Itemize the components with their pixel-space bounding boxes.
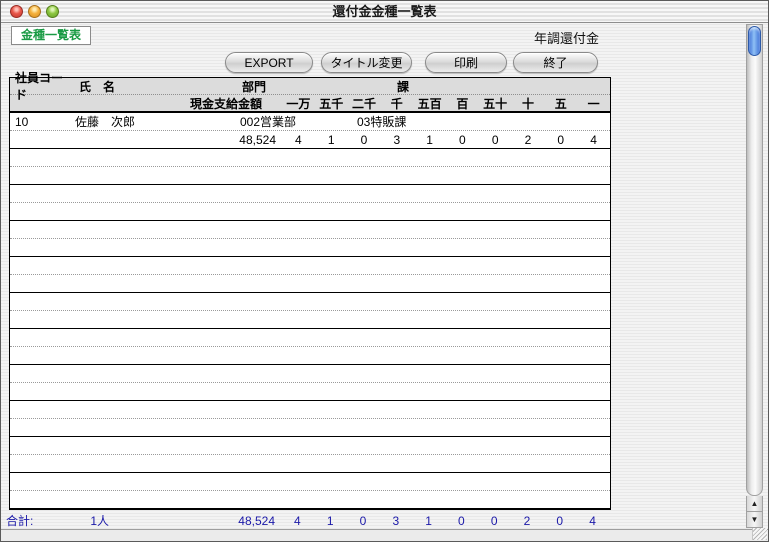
- window-title: 還付金金種一覧表: [332, 4, 437, 19]
- up-arrow-icon: ▲: [750, 499, 759, 508]
- resize-grip[interactable]: [752, 528, 767, 540]
- col-header-denom-10: 十: [521, 96, 534, 111]
- export-button[interactable]: EXPORT: [225, 52, 313, 73]
- col-header-section: 課: [397, 79, 410, 94]
- totals-denom-10: 2: [523, 513, 531, 528]
- vertical-scrollbar[interactable]: ▲ ▼: [746, 24, 763, 529]
- cell-cash-amount: 48,524: [239, 132, 276, 147]
- cell-denom-10000: 4: [295, 132, 302, 147]
- scroll-up-button[interactable]: ▲: [746, 496, 763, 512]
- totals-denom-5000: 1: [326, 513, 334, 528]
- col-header-denom-5000: 五千: [319, 96, 344, 111]
- cell-department: 002営業部: [240, 115, 297, 129]
- table-row-empty: [10, 401, 610, 437]
- totals-denom-5: 0: [556, 513, 564, 528]
- col-header-denom-2000: 二千: [351, 96, 376, 111]
- minimize-icon[interactable]: [28, 5, 41, 18]
- cell-denom-500: 1: [426, 132, 433, 147]
- report-subtitle: 年調還付金: [534, 31, 600, 46]
- table-row-empty: [10, 293, 610, 329]
- totals-denom-1000: 3: [392, 513, 400, 528]
- cell-section: 03特販課: [357, 115, 407, 129]
- table-empty-rows: [10, 149, 610, 509]
- cell-employee-code: 10: [15, 114, 29, 129]
- table-row[interactable]: 10 佐藤 次郎 002営業部 03特販課 48,524 4 1 0 3 1 0…: [10, 113, 610, 149]
- cell-denom-100: 0: [459, 132, 466, 147]
- col-header-name: 氏 名: [79, 79, 116, 94]
- cell-denom-1: 4: [590, 132, 597, 147]
- table-row-empty: [10, 365, 610, 401]
- col-header-denom-10000: 一万: [286, 96, 311, 111]
- totals-denom-10000: 4: [294, 513, 301, 528]
- zoom-icon[interactable]: [46, 5, 59, 18]
- table-row-empty: [10, 437, 610, 473]
- scrollbar-track[interactable]: [746, 24, 763, 496]
- totals-label: 合計:: [6, 514, 34, 528]
- window-controls: [10, 5, 59, 18]
- table-row-empty: [10, 149, 610, 185]
- scroll-down-button[interactable]: ▼: [746, 512, 763, 528]
- titlebar[interactable]: 還付金金種一覧表: [1, 1, 768, 23]
- table-row-empty: [10, 221, 610, 257]
- cell-denom-5: 0: [557, 132, 565, 147]
- down-arrow-icon: ▼: [750, 515, 759, 524]
- table-row-empty: [10, 257, 610, 293]
- totals-denom-500: 1: [425, 513, 432, 528]
- table-row-empty: [10, 185, 610, 221]
- col-header-denom-100: 百: [456, 96, 469, 111]
- cell-denom-5000: 1: [327, 132, 335, 147]
- denomination-table: 社員コード 氏 名 部門 課 現金支給金額 一万 五千 二千 千 五百 百 五十…: [9, 71, 611, 510]
- col-header-denom-1: 一: [587, 96, 600, 111]
- col-header-denom-50: 五十: [483, 96, 508, 111]
- col-header-employee-code: 社員コード: [15, 71, 64, 102]
- bottom-strip: [1, 529, 768, 541]
- totals-denom-100: 0: [458, 513, 465, 528]
- table-row-empty: [10, 329, 610, 365]
- cell-denom-2000: 0: [360, 132, 368, 147]
- col-header-cash-amount: 現金支給金額: [189, 96, 262, 111]
- cell-denom-1000: 3: [393, 132, 401, 147]
- print-button[interactable]: 印刷: [425, 52, 507, 73]
- close-icon[interactable]: [10, 5, 23, 18]
- cell-denom-50: 0: [491, 132, 499, 147]
- cell-denom-10: 2: [524, 132, 532, 147]
- totals-denom-2000: 0: [359, 513, 367, 528]
- quit-button[interactable]: 終了: [513, 52, 598, 73]
- table-header: 社員コード 氏 名 部門 課 現金支給金額 一万 五千 二千 千 五百 百 五十…: [10, 71, 610, 113]
- totals-denom-50: 0: [490, 513, 498, 528]
- totals-denom-1: 4: [589, 513, 596, 528]
- view-label: 金種一覧表: [11, 26, 92, 45]
- table-row-empty: [10, 473, 610, 509]
- totals-cash-amount: 48,524: [238, 513, 275, 528]
- cell-name: 佐藤 次郎: [75, 115, 136, 129]
- totals-people: 1人: [90, 514, 109, 528]
- scrollbar-thumb[interactable]: [748, 26, 761, 56]
- col-header-denom-1000: 千: [390, 96, 403, 111]
- col-header-denom-5: 五: [554, 96, 567, 111]
- change-title-button[interactable]: タイトル変更: [321, 52, 412, 73]
- col-header-denom-500: 五百: [417, 96, 442, 111]
- col-header-department: 部門: [242, 79, 267, 94]
- totals-row: 合計: 1人 48,524 4 1 0 3 1 0 0 2 0 4: [5, 512, 609, 529]
